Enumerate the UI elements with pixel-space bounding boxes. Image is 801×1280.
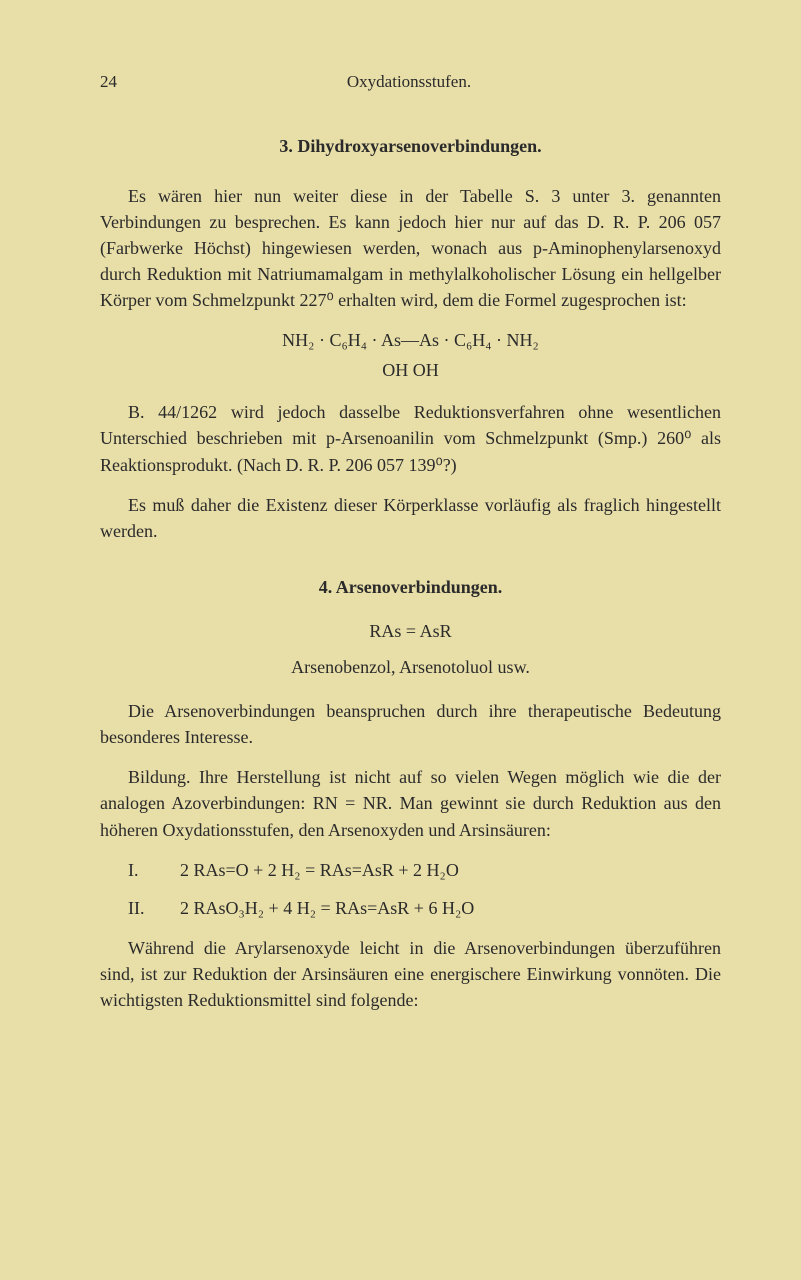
equation-I-label: I. [100, 857, 180, 883]
section-4-eq-ras: RAs = AsR [100, 618, 721, 644]
section-3-para-2: B. 44/1262 wird jedoch dasselbe Reduktio… [100, 399, 721, 477]
equation-II-row: II. 2 RAsO₃H₂ + 4 H₂ = RAs=AsR + 6 H₂O [100, 895, 721, 921]
section-4-para-3: Während die Arylarsenoxyde leicht in die… [100, 935, 721, 1013]
section-4-para-1: Die Arsenoverbindungen beanspruchen durc… [100, 698, 721, 750]
section-3-para-1: Es wären hier nun weiter diese in der Ta… [100, 183, 721, 313]
equation-II-label: II. [100, 895, 180, 921]
equation-I-body: 2 RAs=O + 2 H₂ = RAs=AsR + 2 H₂O [180, 857, 721, 883]
section-4-title: 4. Arsenoverbindungen. [100, 574, 721, 600]
section-3-title: 3. Dihydroxyarsenoverbindungen. [100, 133, 721, 159]
header-spacer [701, 70, 721, 95]
section-4-para-2: Bildung. Ihre Herstellung ist nicht auf … [100, 764, 721, 842]
section-3-para-3: Es muß daher die Existenz dieser Körperk… [100, 492, 721, 544]
equation-II-body: 2 RAsO₃H₂ + 4 H₂ = RAs=AsR + 6 H₂O [180, 895, 721, 921]
page-number: 24 [100, 70, 117, 95]
page-header: 24 Oxydationsstufen. [100, 70, 721, 95]
section-3-formula-sub: OH OH [100, 357, 721, 383]
page-container: 24 Oxydationsstufen. 3. Dihydroxyarsenov… [0, 0, 801, 1087]
running-head: Oxydationsstufen. [347, 70, 471, 95]
section-4-arsenobenzol-line: Arsenobenzol, Arsenotoluol usw. [100, 654, 721, 680]
equation-I-row: I. 2 RAs=O + 2 H₂ = RAs=AsR + 2 H₂O [100, 857, 721, 883]
section-3-formula-main: NH₂ · C₆H₄ · As—As · C₆H₄ · NH₂ [100, 327, 721, 353]
